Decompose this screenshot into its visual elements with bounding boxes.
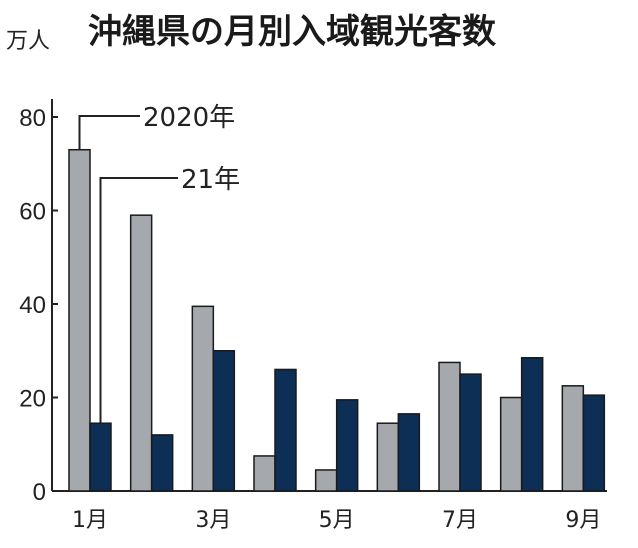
bar-2021-2 <box>150 434 174 492</box>
y-tick-label: 40 <box>19 292 46 319</box>
bar-2021-6 <box>397 413 421 492</box>
bar-2020-1 <box>68 148 91 492</box>
bars <box>68 148 606 492</box>
y-tick-label: 80 <box>19 105 46 132</box>
x-tick-label: 3月 <box>195 508 231 533</box>
legend-leader-2020 <box>78 115 140 150</box>
bar-2021-5 <box>335 399 359 492</box>
y-tick-label: 0 <box>33 479 46 506</box>
bar-2021-7 <box>459 373 482 492</box>
y-tick-label: 20 <box>19 386 46 413</box>
x-tick-label: 5月 <box>319 508 355 533</box>
chart-title: 沖縄県の月別入域観光客数 <box>88 12 496 52</box>
bar-2020-9 <box>561 385 585 492</box>
bar-2021-4 <box>274 368 297 492</box>
y-axis-unit: 万人 <box>6 29 50 54</box>
axes: 0 20 40 60 80 1月 3月 5月 7月 9月 <box>19 99 607 533</box>
bar-2020-7 <box>438 361 461 492</box>
legend: 2020年 21年 <box>78 103 240 424</box>
bar-2021-9 <box>582 394 606 492</box>
y-tick-label: 60 <box>19 199 46 226</box>
bar-2020-3 <box>191 305 215 492</box>
bar-2021-1 <box>89 422 112 492</box>
bar-2020-6 <box>376 422 400 492</box>
bar-2020-5 <box>314 469 338 492</box>
bar-2020-8 <box>499 396 523 492</box>
x-tick-label: 9月 <box>565 508 601 533</box>
legend-label-2020: 2020年 <box>143 103 235 133</box>
bar-2021-3 <box>212 350 236 492</box>
x-tick-label: 7月 <box>442 508 478 533</box>
legend-leader-2021 <box>99 177 178 424</box>
bar-2020-2 <box>129 214 153 492</box>
bar-2021-8 <box>520 357 544 492</box>
bar-2020-4 <box>253 455 276 492</box>
legend-label-2021: 21年 <box>181 165 240 195</box>
x-tick-label: 1月 <box>72 508 108 533</box>
